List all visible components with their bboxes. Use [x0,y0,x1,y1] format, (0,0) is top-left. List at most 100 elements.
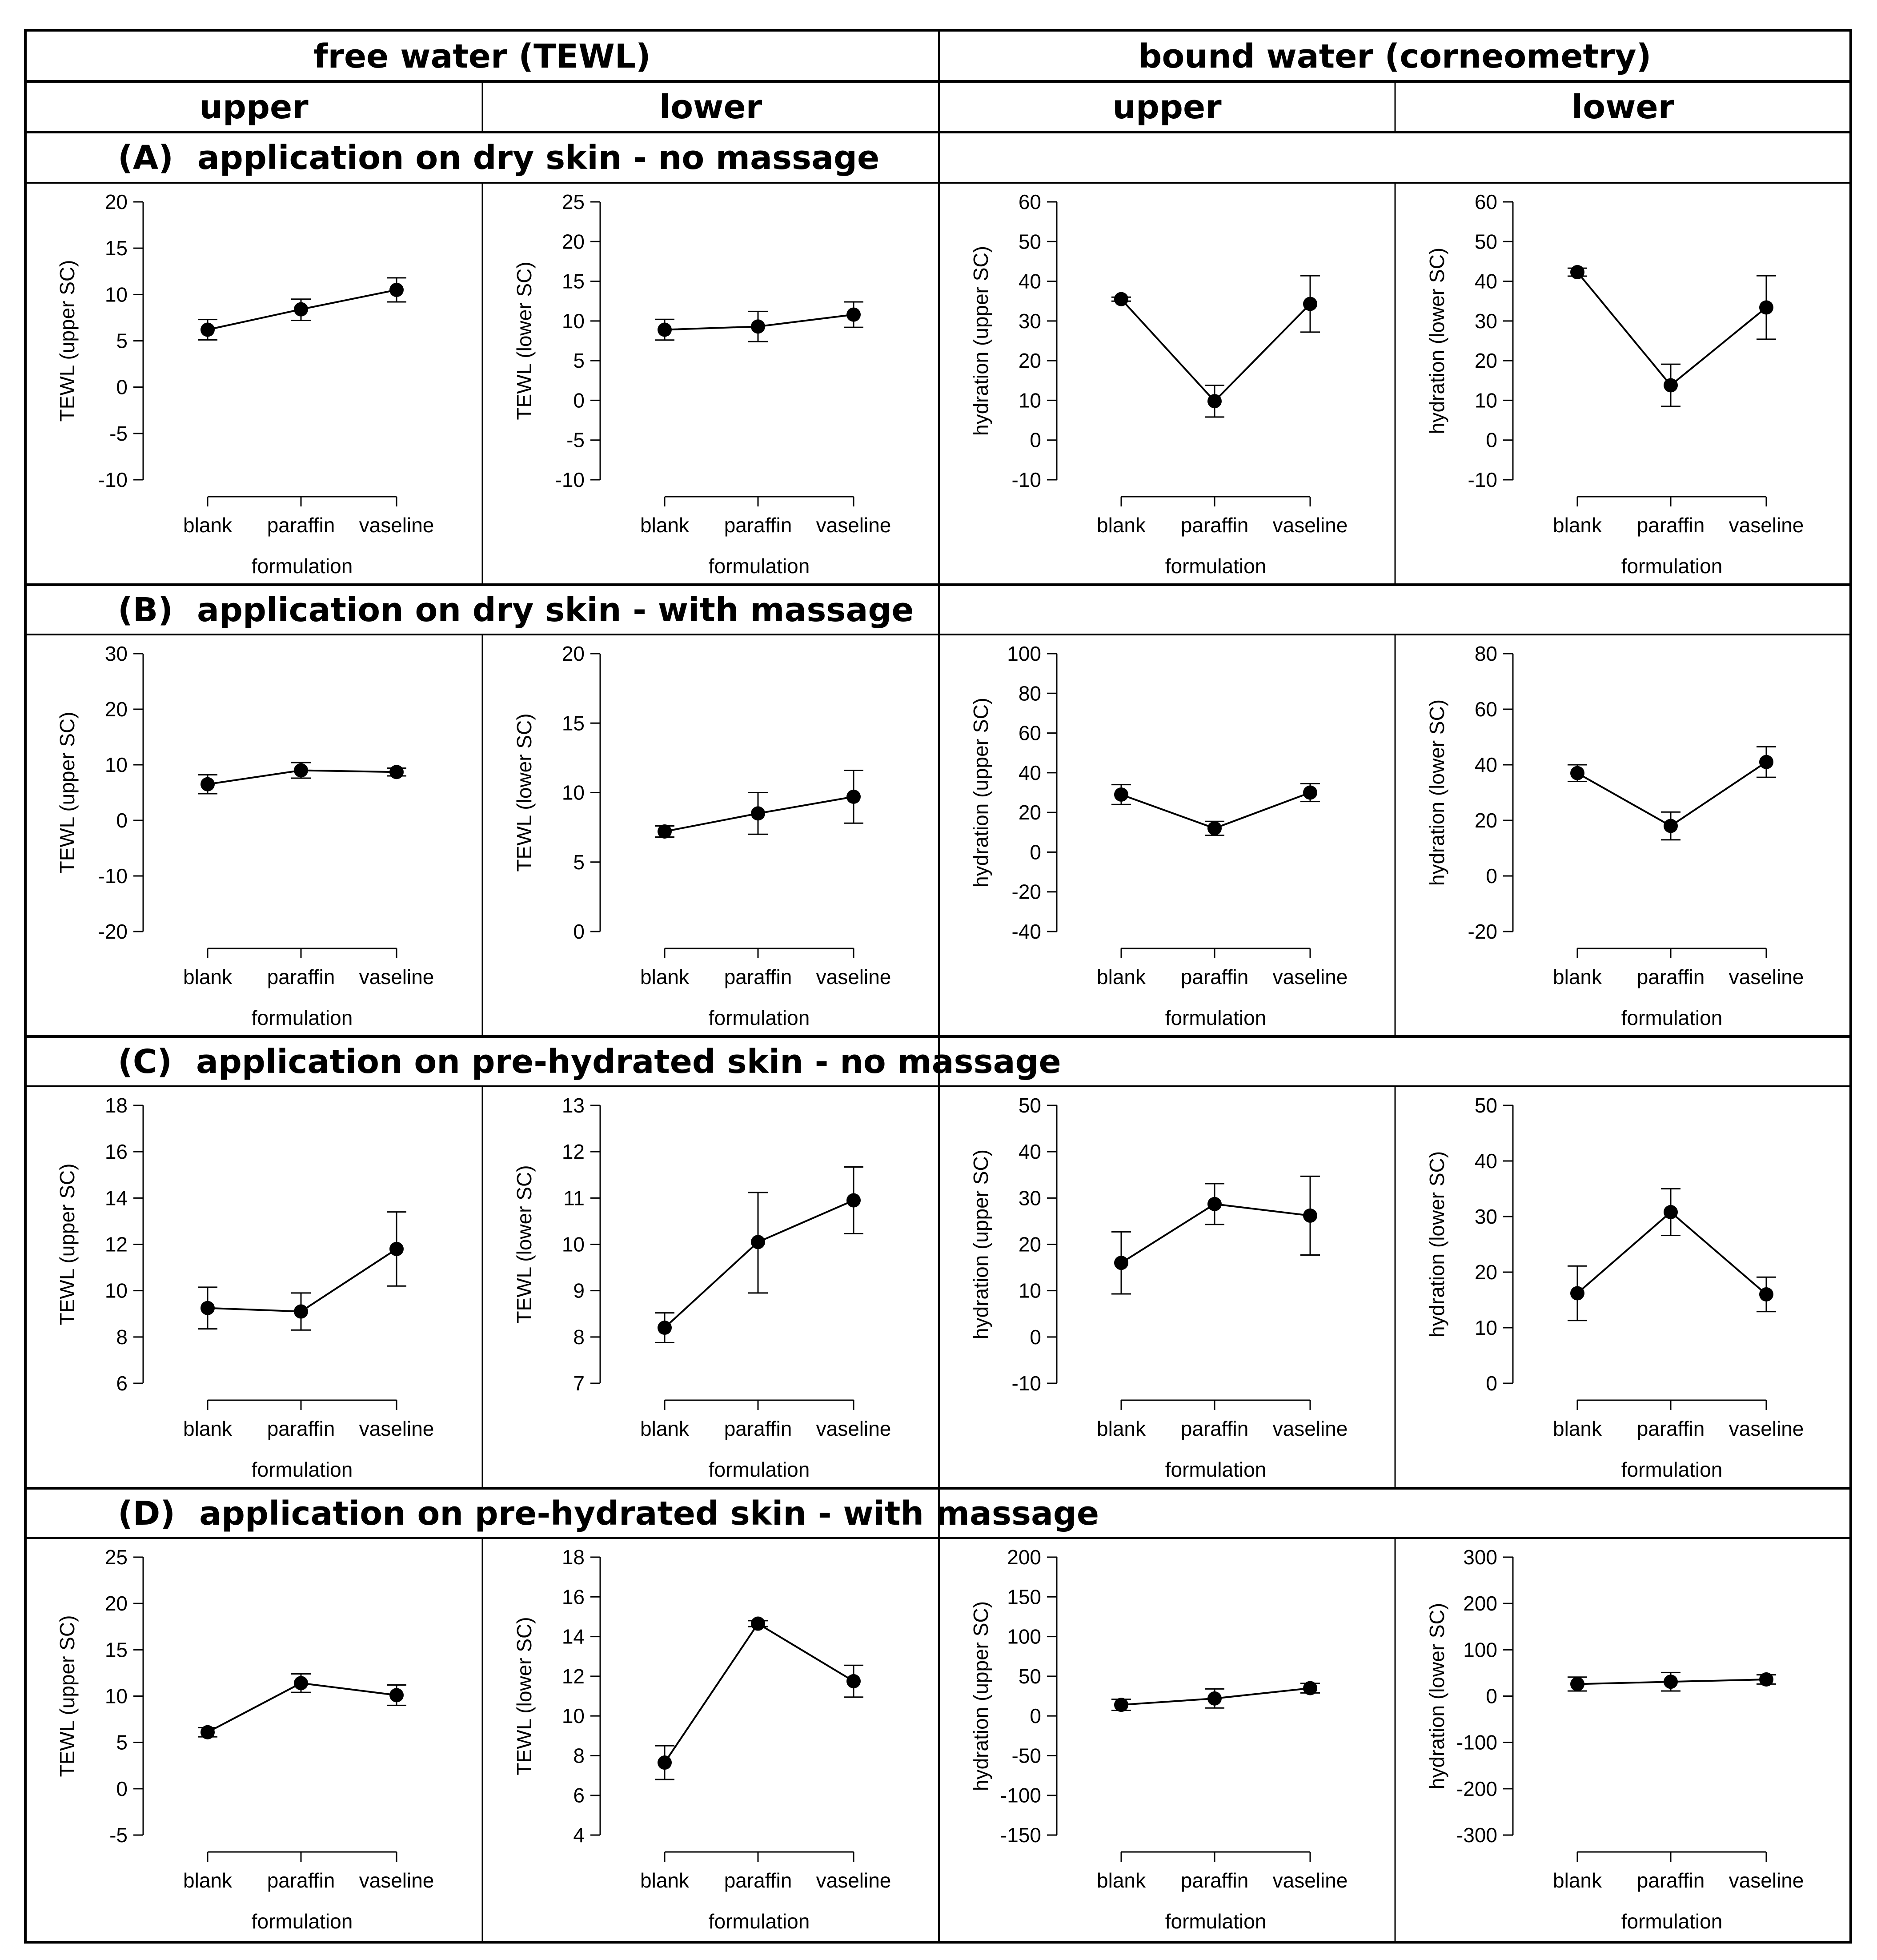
y-tick-label: 8 [116,1325,128,1349]
x-tick-label-vaseline: vaseline [816,1417,891,1440]
row-title-b: (B) application on dry skin - with massag… [118,586,914,634]
x-tick-label-vaseline: vaseline [1273,1869,1348,1892]
y-tick-label: -10 [98,864,128,888]
y-tick-label: 0 [116,809,128,832]
y-tick-label: -40 [1012,920,1041,943]
y-tick-label: 10 [1019,389,1041,412]
y-tick-label: 12 [562,1140,585,1163]
chart-c-free-lower: 7 8 9 10 11 12 13 TEWL (lower SC) blank paraffin v… [482,1088,939,1488]
y-tick-label: 80 [1019,682,1041,705]
y-tick-label: 20 [1019,1233,1041,1256]
data-point-vaseline [389,282,404,297]
data-point-blank [1570,1286,1584,1301]
data-point-blank [1570,766,1584,780]
y-tick-label: 100 [1007,1625,1041,1648]
y-tick-label: 40 [1019,761,1041,784]
chart-svg: -20 -10 0 10 20 30 TEWL (upper SC) blank paraffi… [56,642,434,1029]
y-tick-label: -100 [1000,1784,1041,1807]
y-tick-label: 200 [1007,1546,1041,1569]
x-tick-label-blank: blank [640,1417,690,1440]
y-axis-label: TEWL (lower SC) [513,713,536,872]
chart-d-bound-lower: -300 -200 -100 0 100 200 300 hydration (lower S… [1395,1539,1851,1940]
x-tick-label-blank: blank [640,514,690,537]
x-tick-label-vaseline: vaseline [1729,1869,1804,1892]
data-point-blank [658,322,672,337]
header-free-water: free water (TEWL) [313,37,651,76]
data-point-vaseline [389,765,404,779]
y-axis-label: hydration (lower SC) [1425,1603,1448,1789]
y-tick-label: 0 [1486,864,1497,888]
data-point-blank [201,1301,215,1315]
chart-svg: -300 -200 -100 0 100 200 300 hydration (lower S… [1425,1546,1804,1933]
x-tick-label-vaseline: vaseline [1729,965,1804,988]
x-axis-label: formulation [1621,1910,1723,1933]
y-axis-label: TEWL (lower SC) [513,1617,536,1775]
y-tick-label: 8 [573,1744,585,1767]
data-point-vaseline [1303,785,1317,800]
y-tick-label: -150 [1000,1823,1041,1847]
x-axis-label: formulation [709,554,810,578]
y-tick-label: 30 [1019,309,1041,333]
chart-d-bound-upper: -150 -100 -50 0 50 100 150 200 hydration (upper … [939,1539,1395,1940]
y-tick-label: 10 [105,1685,128,1708]
data-point-blank [1114,1698,1128,1712]
y-tick-label: 15 [562,270,585,293]
x-tick-label-paraffin: paraffin [724,965,792,988]
y-tick-label: 5 [573,851,585,874]
y-tick-label: -10 [1012,1372,1041,1395]
y-tick-label: 20 [1475,809,1497,832]
row-title-d: (D) application on pre-hydrated skin - wi… [118,1490,1099,1538]
chart-a-bound-upper: -10 0 10 20 30 40 50 60 hydration (upper SC) blan… [939,184,1395,584]
y-tick-label: 40 [1019,270,1041,293]
chart-c-bound-lower: 0 10 20 30 40 50 hydration (lower SC) blank para… [1395,1088,1851,1488]
data-point-vaseline [389,1688,404,1703]
series-line [664,1199,854,1329]
y-tick-label: -10 [98,468,128,491]
x-tick-label-paraffin: paraffin [1637,1869,1705,1892]
chart-svg: 7 8 9 10 11 12 13 TEWL (lower SC) blank paraffin v… [513,1094,891,1481]
header-bound-water: bound water (corneometry) [1138,37,1652,76]
chart-b-free-lower: 0 5 10 15 20 TEWL (lower SC) blank paraffin vase… [482,636,939,1036]
y-tick-label: 7 [573,1372,585,1395]
data-point-vaseline [1759,1672,1773,1687]
y-tick-label: 4 [573,1823,585,1847]
series-line [664,1622,854,1763]
y-tick-label: 12 [105,1233,128,1256]
y-tick-label: 40 [1019,1140,1041,1163]
data-point-paraffin [751,1616,765,1631]
y-tick-label: 50 [1475,230,1497,253]
data-point-paraffin [751,319,765,334]
data-point-paraffin [751,806,765,821]
row-title-a: (A) application on dry skin - no massage [118,133,879,182]
data-point-paraffin [294,1304,308,1319]
y-tick-label: 10 [1019,1279,1041,1302]
chart-svg: -20 0 20 40 60 80 hydration (lower SC) blank par… [1425,642,1804,1029]
y-tick-label: 20 [562,230,585,253]
chart-svg: -10 0 10 20 30 40 50 60 hydration (lower SC) blan… [1425,190,1804,578]
chart-svg: 0 10 20 30 40 50 hydration (lower SC) blank para… [1425,1094,1804,1481]
x-tick-label-paraffin: paraffin [1181,965,1249,988]
y-axis-label: hydration (lower SC) [1425,1151,1448,1337]
x-tick-label-paraffin: paraffin [1637,1417,1705,1440]
y-tick-label: 50 [1019,1665,1041,1688]
y-tick-label: 0 [1486,429,1497,452]
y-tick-label: 15 [105,237,128,260]
y-tick-label: 16 [105,1140,128,1163]
y-tick-label: 10 [105,283,128,306]
data-point-blank [658,1321,672,1335]
x-axis-label: formulation [252,1910,353,1933]
y-tick-label: -10 [1012,468,1041,491]
data-point-blank [1570,265,1584,280]
data-point-paraffin [1664,819,1678,833]
row-title-c: (C) application on pre-hydrated skin - no… [118,1038,1061,1086]
y-axis-label: hydration (upper SC) [969,698,992,888]
y-axis-label: TEWL (upper SC) [56,712,79,874]
data-point-paraffin [1207,394,1222,409]
y-tick-label: 15 [562,711,585,735]
x-tick-label-blank: blank [183,1417,233,1440]
y-tick-label: 20 [1475,1261,1497,1284]
y-tick-label: 5 [573,349,585,372]
row-label: (D) [118,1494,176,1533]
x-tick-label-vaseline: vaseline [1273,1417,1348,1440]
